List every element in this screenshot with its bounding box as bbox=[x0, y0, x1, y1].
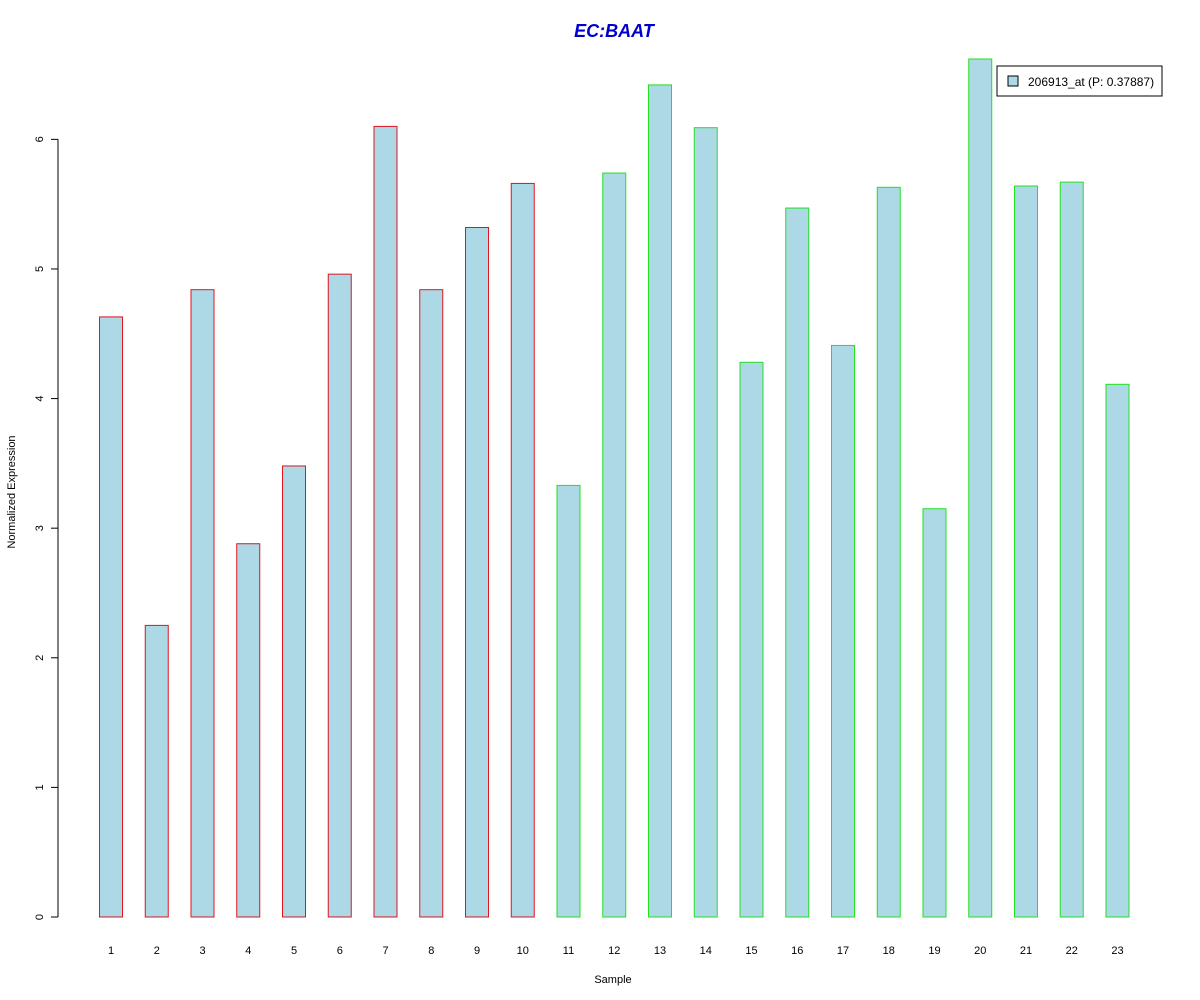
bar-sample-10 bbox=[510, 182, 535, 918]
y-tick-label: 4 bbox=[34, 396, 46, 402]
bars bbox=[99, 58, 1130, 918]
bar-sample-3 bbox=[190, 289, 215, 918]
y-axis-label: Normalized Expression bbox=[6, 435, 18, 548]
bar-sample-20 bbox=[968, 58, 993, 918]
x-tick-label: 12 bbox=[608, 945, 620, 957]
y-tick-label: 6 bbox=[34, 136, 46, 142]
x-tick-label: 11 bbox=[563, 945, 574, 957]
y-tick-label: 1 bbox=[34, 784, 46, 790]
bar-sample-4 bbox=[236, 543, 261, 918]
y-tick-label: 5 bbox=[34, 266, 46, 272]
bar-sample-13 bbox=[648, 84, 672, 918]
x-tick-label: 13 bbox=[654, 945, 666, 957]
x-tick-label: 17 bbox=[837, 945, 849, 957]
bar-sample-7 bbox=[373, 125, 398, 918]
x-axis-label: Sample bbox=[594, 974, 631, 986]
x-tick-label: 15 bbox=[745, 945, 757, 957]
x-tick-label: 7 bbox=[382, 945, 388, 957]
legend-box bbox=[996, 65, 1163, 97]
x-tick-labels: 1 2 3 4 5 6 7 8 9 10 11 12 13 14 15 16 17 18 19 20 21 22 23 bbox=[108, 945, 1124, 957]
bar-sample-5 bbox=[282, 465, 306, 918]
x-tick-label: 20 bbox=[974, 945, 986, 957]
bar-sample-2 bbox=[144, 624, 169, 918]
x-tick-label: 19 bbox=[928, 945, 940, 957]
bar-sample-12 bbox=[602, 172, 627, 918]
x-tick-label: 8 bbox=[428, 945, 434, 957]
legend-swatch bbox=[1007, 75, 1019, 87]
bar-sample-15 bbox=[739, 361, 764, 918]
x-tick-label: 22 bbox=[1066, 945, 1078, 957]
y-tick-label: 3 bbox=[34, 525, 46, 531]
bar-sample-9 bbox=[465, 226, 489, 918]
x-tick-label: 3 bbox=[199, 945, 205, 957]
bar-sample-21 bbox=[1014, 185, 1038, 918]
bar-sample-1 bbox=[99, 316, 123, 918]
x-tick-label: 18 bbox=[883, 945, 895, 957]
bar-sample-11 bbox=[556, 484, 581, 918]
x-tick-label: 2 bbox=[154, 945, 160, 957]
x-tick-label: 23 bbox=[1111, 945, 1123, 957]
bar-sample-16 bbox=[785, 207, 810, 918]
bar-sample-17 bbox=[831, 344, 855, 918]
bar-sample-18 bbox=[876, 186, 901, 918]
x-tick-label: 5 bbox=[291, 945, 297, 957]
x-tick-label: 10 bbox=[517, 945, 529, 957]
x-tick-label: 4 bbox=[245, 945, 251, 957]
bar-sample-8 bbox=[419, 289, 444, 918]
bar-sample-19 bbox=[922, 508, 947, 918]
x-tick-label: 1 bbox=[108, 945, 114, 957]
y-tick-label: 2 bbox=[34, 655, 46, 661]
chart-title: EC:BAAT bbox=[574, 21, 656, 41]
x-tick-label: 16 bbox=[791, 945, 803, 957]
bar-sample-22 bbox=[1059, 181, 1084, 918]
x-tick-label: 6 bbox=[337, 945, 343, 957]
bar-sample-6 bbox=[327, 273, 352, 918]
legend: 206913_at (P: 0.37887) bbox=[996, 65, 1163, 97]
bar-sample-23 bbox=[1105, 383, 1130, 918]
y-tick-label: 0 bbox=[34, 914, 46, 920]
x-tick-label: 21 bbox=[1020, 945, 1032, 957]
x-tick-label: 14 bbox=[700, 945, 712, 957]
y-axis: 0 1 2 3 4 5 6 bbox=[34, 136, 59, 920]
x-tick-label: 9 bbox=[474, 945, 480, 957]
bar-sample-14 bbox=[693, 127, 718, 918]
legend-label: 206913_at (P: 0.37887) bbox=[1028, 75, 1154, 89]
